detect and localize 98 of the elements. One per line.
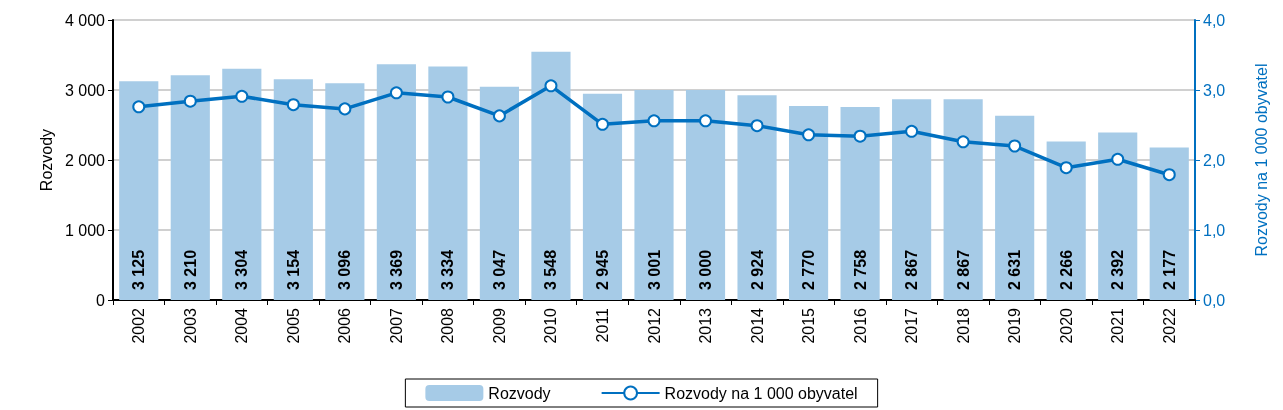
x-tick-label: 2018 (954, 307, 972, 344)
bar (1149, 147, 1189, 300)
text: 2 867 (903, 249, 921, 290)
bar (1046, 141, 1086, 300)
y2-tick-label: 0,0 (1203, 291, 1226, 309)
text: 2 758 (851, 249, 869, 290)
point (1111, 152, 1125, 166)
point (1059, 161, 1073, 175)
legend-label: Rozvody (488, 384, 551, 402)
point (544, 79, 558, 93)
bar (170, 75, 210, 300)
bar (531, 51, 571, 300)
text: 3 210 (181, 249, 199, 290)
point (647, 114, 661, 128)
x-tick-label: 2006 (336, 307, 354, 344)
y2-tick-label: 2,0 (1203, 151, 1226, 169)
point (286, 98, 300, 112)
x-tick-label: 2016 (851, 307, 869, 344)
y-tick-label: 4 000 (64, 11, 106, 29)
x-tick-label: 2009 (490, 307, 508, 344)
y-axis-title: Rozvody (37, 128, 55, 192)
bar (119, 81, 159, 300)
x-tick-label: 2014 (748, 307, 766, 344)
text: 3 096 (336, 249, 354, 290)
y2-tick-label: 1,0 (1203, 221, 1226, 239)
text: 2 924 (748, 249, 766, 290)
text: 2 392 (1109, 249, 1127, 290)
x-tick-label: 2003 (181, 307, 199, 344)
text: 2 631 (1006, 249, 1024, 290)
point (132, 100, 146, 114)
point (595, 117, 609, 131)
y-tick-label: 2 000 (64, 151, 106, 169)
text: 2 945 (593, 249, 611, 290)
bar (892, 99, 932, 300)
bar (943, 99, 983, 300)
text: 2 177 (1160, 249, 1178, 290)
bar (428, 66, 468, 300)
x-tick-label: 2002 (130, 307, 148, 344)
bar (685, 90, 726, 300)
text: 3 334 (439, 249, 457, 290)
bar (634, 89, 674, 300)
y2-tick-label: 4,0 (1203, 11, 1226, 29)
x-tick-label: 2020 (1057, 307, 1075, 344)
x-tick-label: 2012 (645, 307, 663, 344)
x-tick-label: 2017 (903, 307, 921, 344)
y2-axis-title: Rozvody na 1 000 obyvatel (1252, 63, 1270, 257)
x-tick-label: 2010 (542, 307, 560, 344)
text: 3 154 (284, 249, 302, 290)
text: 2 266 (1057, 249, 1075, 290)
bar (737, 95, 777, 300)
text: 3 000 (697, 249, 715, 290)
bar (325, 83, 365, 300)
point (441, 90, 455, 104)
x-tick-label: 2005 (284, 307, 302, 344)
bar (376, 64, 416, 300)
text: 3 001 (645, 249, 663, 290)
text: 3 369 (387, 249, 405, 290)
x-tick-label: 2019 (1006, 307, 1024, 344)
point (956, 135, 970, 149)
point (905, 124, 919, 138)
text: 2 867 (954, 249, 972, 290)
text: 2 770 (800, 249, 818, 290)
x-tick-label: 2008 (439, 307, 457, 344)
x-tick-label: 2021 (1109, 307, 1127, 344)
text: 3 548 (542, 249, 560, 290)
text: 3 304 (233, 249, 251, 290)
point (853, 129, 867, 143)
x-tick-label: 2004 (233, 307, 251, 344)
point (699, 114, 713, 128)
point (389, 86, 403, 100)
text: 3 047 (490, 249, 508, 290)
x-tick-label: 2015 (800, 307, 818, 344)
point (235, 89, 249, 103)
point (1162, 168, 1176, 182)
point (338, 102, 352, 116)
bar (788, 106, 829, 300)
text: 3 125 (130, 249, 148, 290)
x-tick-label: 2022 (1160, 307, 1178, 344)
y2-tick-label: 3,0 (1203, 81, 1226, 99)
legend-label: Rozvody na 1 000 obyvatel (664, 384, 858, 402)
y-tick-label: 3 000 (64, 81, 106, 99)
point (183, 94, 197, 108)
bar (840, 106, 880, 300)
y-tick-label: 0 (96, 291, 106, 309)
bar (273, 79, 313, 300)
point (802, 128, 816, 142)
point (750, 119, 764, 133)
point (492, 109, 506, 123)
y-tick-label: 1 000 (64, 221, 106, 239)
x-tick-label: 2007 (387, 307, 405, 344)
point (1008, 139, 1022, 153)
bar (582, 93, 623, 300)
x-tick-label: 2011 (593, 307, 611, 343)
x-tick-label: 2013 (697, 307, 715, 344)
bar (479, 86, 520, 300)
bar (222, 68, 262, 300)
bar (995, 115, 1035, 300)
bar (1098, 132, 1138, 300)
